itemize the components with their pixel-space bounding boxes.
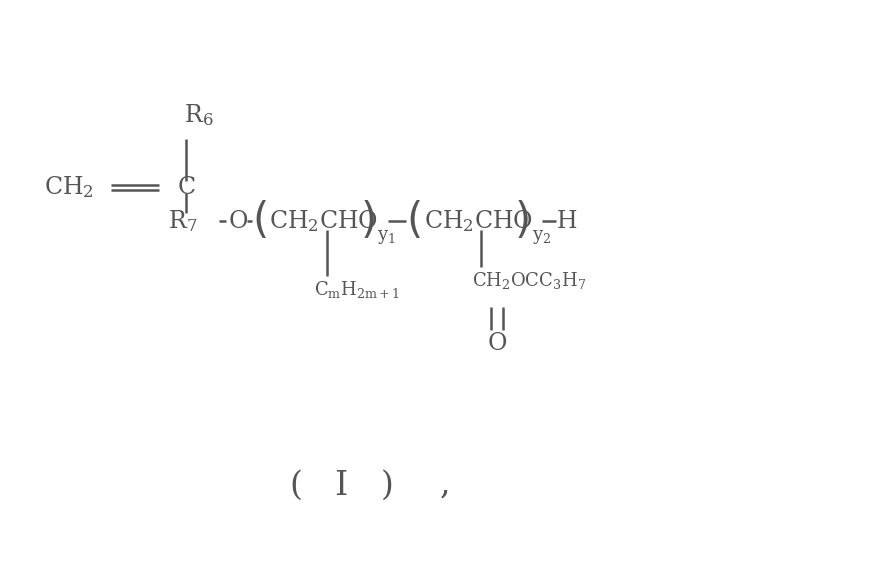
Text: $($: $($ [405,201,420,242]
Text: $)$: $)$ [513,201,528,242]
Text: $\mathregular{y_2}$: $\mathregular{y_2}$ [531,229,551,246]
Text: $\mathregular{R_7}$: $\mathregular{R_7}$ [168,208,198,234]
Text: $($: $($ [251,201,266,242]
Text: $\mathregular{O}$: $\mathregular{O}$ [227,210,248,233]
Text: $\mathregular{R_6}$: $\mathregular{R_6}$ [184,102,214,128]
Text: $\mathregular{C}$: $\mathregular{C}$ [177,176,196,198]
Text: $\mathregular{H}$: $\mathregular{H}$ [555,210,577,233]
Text: $\mathregular{C_mH_{2m+1}}$: $\mathregular{C_mH_{2m+1}}$ [313,278,399,299]
Text: $\mathregular{CH_2OCC_3H_7}$: $\mathregular{CH_2OCC_3H_7}$ [472,270,586,291]
Text: $\mathregular{O}$: $\mathregular{O}$ [486,332,507,355]
Text: $\mathregular{CH_2CHO}$: $\mathregular{CH_2CHO}$ [269,208,378,234]
Text: $)$: $)$ [359,201,374,242]
Text: $\mathregular{(\ \ \ I\ \ \ )}$: $\mathregular{(\ \ \ I\ \ \ )}$ [289,467,392,502]
Text: $\mathregular{CH_2}$: $\mathregular{CH_2}$ [44,174,94,200]
Text: $\mathregular{CH_2CHO}$: $\mathregular{CH_2CHO}$ [423,208,532,234]
Text: $\mathregular{y_1}$: $\mathregular{y_1}$ [377,229,396,246]
Text: $\mathregular{,}$: $\mathregular{,}$ [438,469,447,501]
